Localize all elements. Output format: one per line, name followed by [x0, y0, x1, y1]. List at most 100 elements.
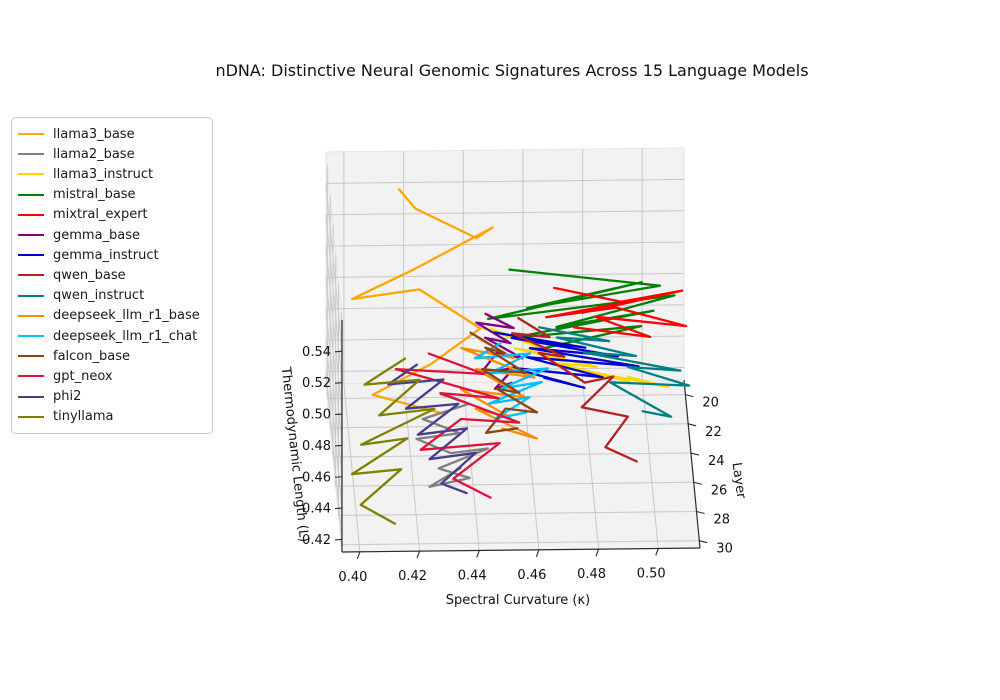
y-tick [690, 452, 700, 456]
legend-swatch-llama3_base [18, 133, 44, 135]
legend-swatch-gemma_base [18, 234, 44, 237]
z-grid-backwall [325, 304, 685, 310]
legend-label: llama3_base [53, 126, 135, 142]
z-tick [334, 507, 343, 510]
z-grid-backwall [325, 210, 685, 216]
y-grid-floor [341, 540, 700, 546]
legend-label: qwen_instruct [53, 288, 145, 304]
z-tick [334, 413, 343, 416]
legend-swatch-qwen_base [18, 274, 44, 277]
legend-label: tinyllama [53, 409, 114, 425]
series-line-gpt_neox [394, 352, 521, 499]
z-tick-label: 0.46 [302, 470, 331, 485]
z-tick-label: 0.42 [302, 533, 331, 548]
legend-swatch-mistral_base [18, 193, 44, 196]
z-grid-leftwall [325, 308, 343, 477]
x-tick [356, 551, 361, 559]
legend-label: deepseek_llm_r1_base [53, 308, 200, 324]
plot-title: nDNA: Distinctive Neural Genomic Signatu… [215, 61, 809, 80]
legend-item-gpt_neox: gpt_neox [18, 366, 208, 386]
legend-item-qwen_base: qwen_base [18, 265, 208, 285]
x-axis-label: Spectral Curvature (κ) [446, 593, 590, 608]
y-grid-floor [332, 452, 692, 458]
tick-labels: 0.40 0.42 0.44 0.46 0.48 0.50 20 22 24 26 28 30 0.42… [302, 345, 733, 585]
x-tick-label: 0.44 [458, 568, 487, 583]
y-tick [696, 510, 705, 515]
z-tick-label: 0.52 [302, 376, 331, 391]
legend-swatch-phi2 [18, 395, 44, 398]
legend-label: gemma_base [53, 227, 141, 243]
legend-item-falcon_base: falcon_base [18, 346, 208, 366]
y-tick-label: 24 [708, 454, 725, 469]
legend-item-llama3_instruct: llama3_instruct [18, 164, 208, 184]
x-axis-spine [341, 547, 701, 553]
x-tick [416, 550, 421, 559]
legend-item-gemma_base: gemma_base [18, 225, 208, 245]
x-grid-floor [343, 383, 361, 552]
legend-swatch-tinyllama [18, 415, 44, 418]
y-tick [693, 481, 702, 485]
legend-item-deepseek_llm_r1_chat: deepseek_llm_r1_chat [18, 326, 208, 346]
tick-marks [334, 350, 708, 559]
legend-swatch-gpt_neox [18, 375, 44, 378]
y-tick [685, 394, 694, 398]
series-line-qwen_base [511, 316, 638, 463]
legend-label: falcon_base [53, 348, 130, 364]
x-tick [535, 549, 540, 557]
z-tick-label: 0.44 [302, 502, 331, 517]
legend-swatch-llama2_base [18, 153, 44, 156]
z-tick-label: 0.48 [302, 439, 331, 454]
legend-swatch-mixtral_expert [18, 213, 44, 216]
z-tick [334, 350, 343, 353]
y-axis-spine [683, 379, 701, 549]
x-tick-label: 0.46 [517, 568, 546, 583]
y-tick-label: 22 [705, 425, 722, 440]
legend-label: deepseek_llm_r1_chat [53, 328, 198, 344]
legend-label: llama2_base [53, 146, 135, 162]
series-line-mixtral_expert [545, 286, 688, 339]
legend-label: mistral_base [53, 187, 136, 203]
x-grid-floor [522, 381, 540, 550]
x-grid-floor [641, 380, 659, 549]
z-grid-backwall [325, 241, 685, 247]
legend-item-deepseek_llm_r1_base: deepseek_llm_r1_base [18, 306, 208, 326]
z-grid-leftwall [325, 183, 343, 352]
y-tick [688, 423, 697, 427]
z-tick [334, 476, 343, 478]
legend-label: gpt_neox [53, 368, 113, 384]
x-tick [595, 548, 600, 557]
x-tick-label: 0.40 [338, 570, 367, 585]
legend-swatch-deepseek_llm_r1_base [18, 314, 44, 317]
x-grid-floor [582, 381, 600, 550]
legend-item-tinyllama: tinyllama [18, 407, 208, 427]
z-grid-leftwall [325, 340, 343, 509]
legend-item-llama3_base: llama3_base [18, 124, 208, 144]
y-grid-floor [335, 481, 694, 487]
x-grid-floor [462, 382, 480, 551]
z-tick [334, 538, 343, 541]
series-line-mistral_base [486, 268, 676, 350]
series-line-deepseek_llm_r1_chat [473, 342, 549, 420]
legend-item-llama2_base: llama2_base [18, 144, 208, 164]
legend-item-phi2: phi2 [18, 387, 208, 407]
z-grid-leftwall [325, 371, 343, 540]
legend-label: qwen_base [53, 267, 126, 283]
y-grid-floor [338, 511, 697, 516]
legend-label: llama3_instruct [53, 166, 154, 182]
y-tick-label: 30 [716, 542, 733, 557]
legend-item-qwen_instruct: qwen_instruct [18, 286, 208, 306]
gridlines [325, 148, 700, 552]
legend-label: phi2 [53, 389, 82, 405]
legend-swatch-qwen_instruct [18, 294, 44, 297]
y-tick [699, 540, 708, 544]
axis-spines [341, 320, 701, 553]
z-grid-backwall [325, 335, 685, 341]
legend-label: mixtral_expert [53, 207, 148, 223]
legend-swatch-llama3_instruct [18, 173, 44, 176]
floor-pane [325, 379, 701, 553]
legend-label: gemma_instruct [53, 247, 159, 263]
series-line-falcon_base [469, 331, 539, 434]
